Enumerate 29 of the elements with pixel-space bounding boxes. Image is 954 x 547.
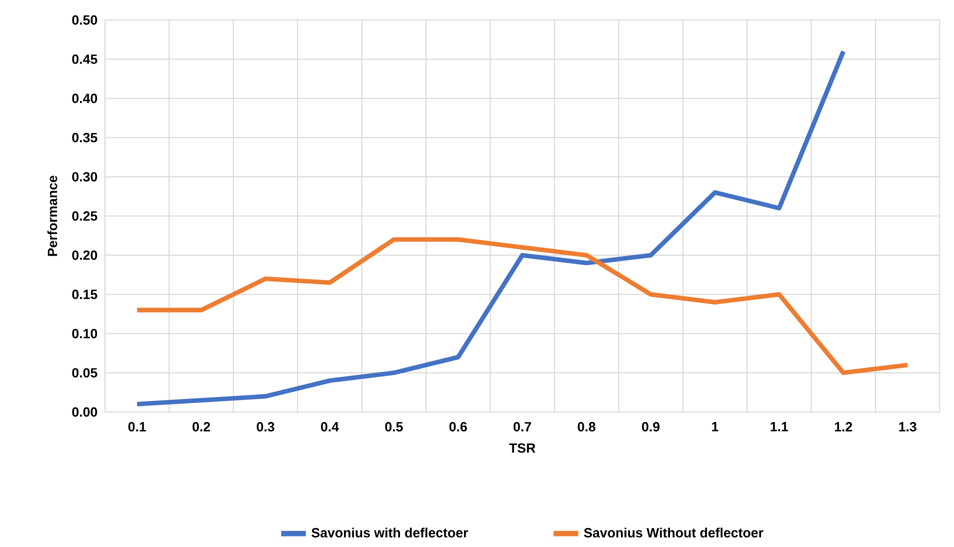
y-tick-label: 0.00 <box>72 407 98 417</box>
x-tick-label: 0.1 <box>128 422 146 432</box>
line-series <box>134 49 846 406</box>
y-tick-label: 0.25 <box>72 211 98 221</box>
x-axis-title: TSR <box>509 443 536 453</box>
y-tick-label: 0.50 <box>72 15 98 25</box>
y-tick-label: 0.10 <box>72 328 98 338</box>
x-tick-label: 0.2 <box>192 422 210 432</box>
x-tick-label: 0.6 <box>449 422 467 432</box>
x-tick-label: 1 <box>712 422 718 432</box>
x-tick-label: 1.3 <box>899 422 916 432</box>
legend-label: Savonius with deflectoer <box>312 528 468 538</box>
y-tick-label: 0.40 <box>72 94 98 104</box>
y-tick-label: 0.30 <box>72 172 98 182</box>
legend-label: Savonius Without deflectoer <box>584 528 764 538</box>
x-tick-label: 0.4 <box>320 422 339 432</box>
y-tick-label: 0.05 <box>72 368 98 378</box>
x-tick-label: 0.7 <box>514 422 532 432</box>
y-axis-title: Performance <box>47 176 58 256</box>
x-tick-label: 1.2 <box>834 422 852 432</box>
x-tick-label: 0.8 <box>578 422 596 432</box>
x-tick-label: 0.5 <box>385 422 403 432</box>
y-tick-label: 0.35 <box>72 132 98 142</box>
x-tick-label: 0.3 <box>256 422 274 432</box>
x-tick-label: 0.9 <box>642 422 660 432</box>
y-tick-label: 0.15 <box>72 290 98 300</box>
x-tick-label: 1.1 <box>770 422 788 432</box>
y-tick-label: 0.20 <box>72 250 98 260</box>
y-tick-label: 0.45 <box>72 54 98 64</box>
